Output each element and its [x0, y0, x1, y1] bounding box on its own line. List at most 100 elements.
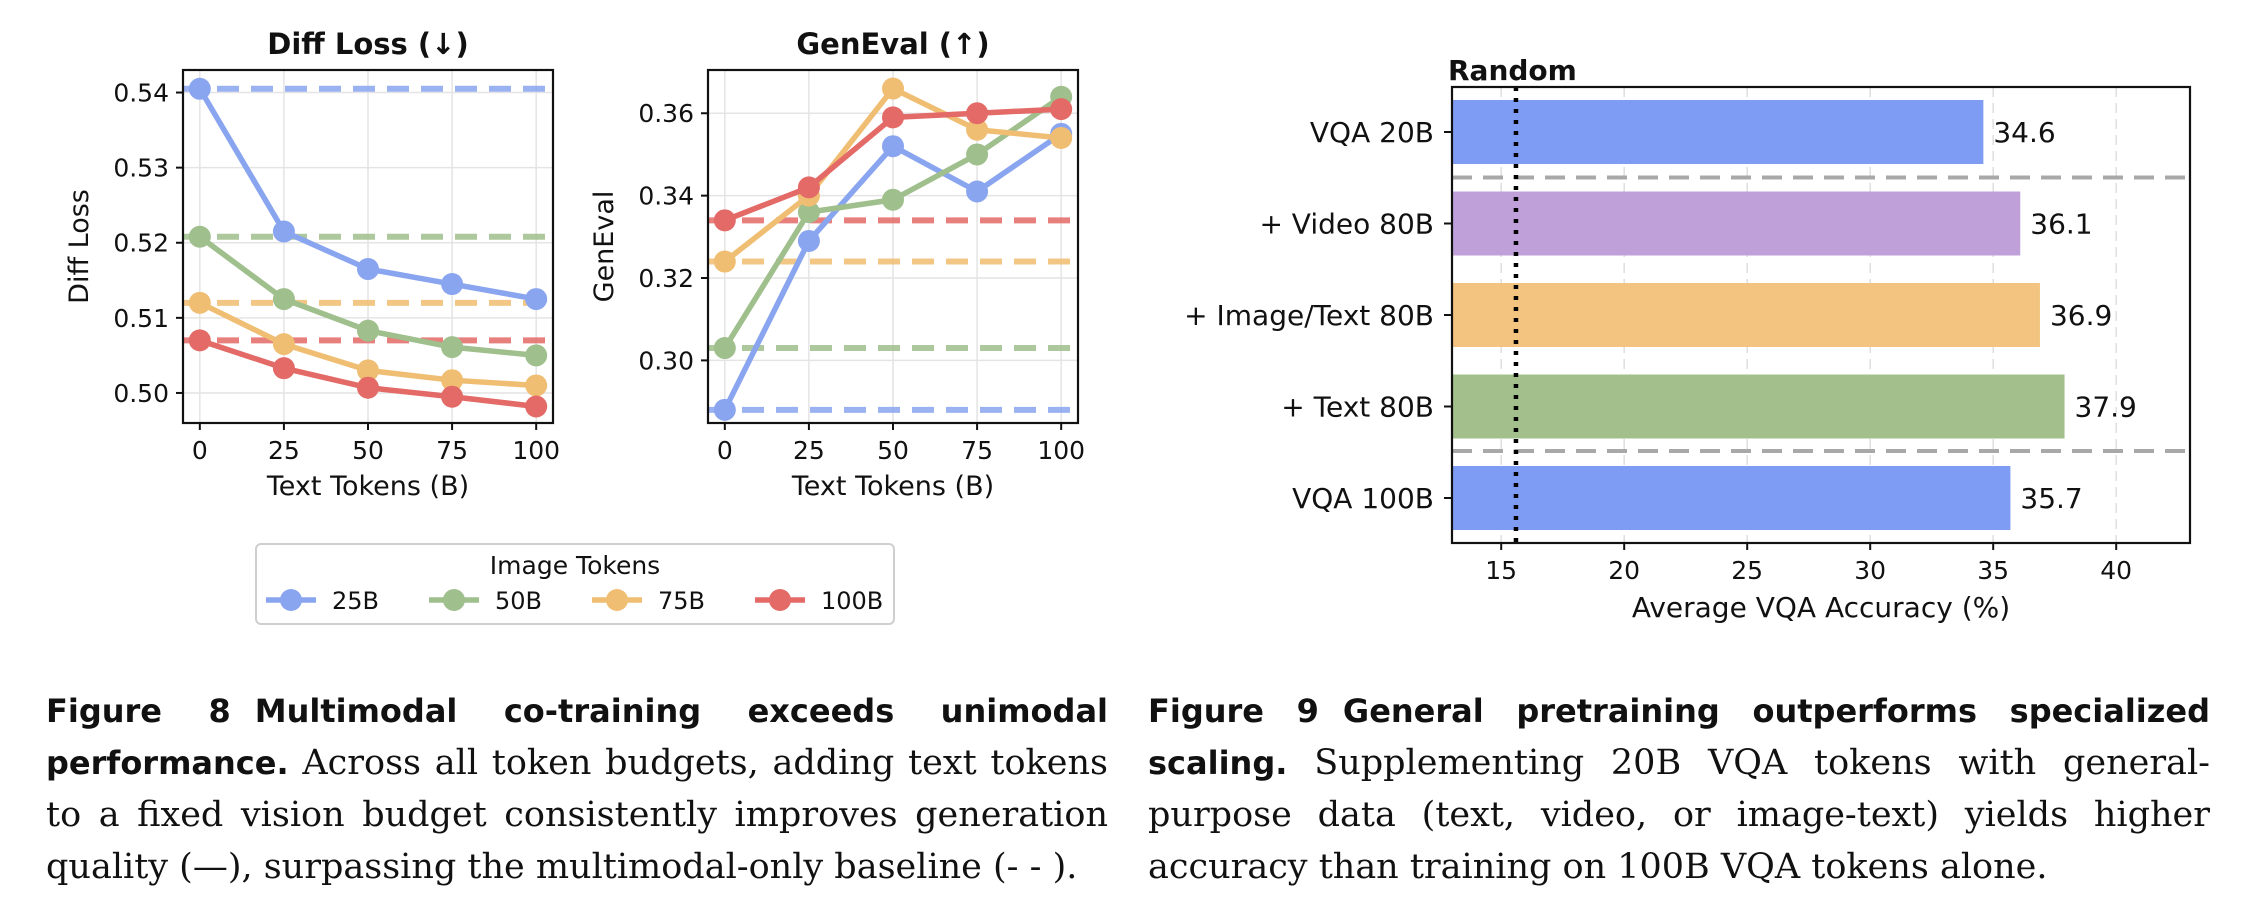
legend-marker-25B [280, 589, 302, 611]
diff-loss-xtick-label: 100 [512, 436, 560, 465]
diff-loss-ytick-label: 0.54 [113, 79, 169, 108]
vqa-category-label: + Video 80B [1259, 208, 1434, 241]
geneval-xtick-label: 25 [793, 436, 825, 465]
geneval-ytick-label: 0.30 [638, 346, 694, 375]
figure-9-caption: Figure 9 General pretraining outperforms … [1148, 685, 2210, 893]
legend-label-100B: 100B [821, 587, 883, 615]
figure-8-body: Across all token budgets, adding text to… [46, 743, 1108, 887]
geneval-point-50B [797, 201, 820, 224]
diff-loss-xtick-label: 50 [352, 436, 384, 465]
diff-loss-ytick-label: 0.50 [113, 379, 169, 408]
geneval-point-100B [882, 106, 904, 129]
vqa-accuracy-chart: 34.6 VQA 20B 36.1 + Video 80B 36.9 + Image/Te… [1184, 54, 2194, 624]
diff-loss-point-100B [525, 395, 548, 418]
legend-label-75B: 75B [658, 587, 705, 615]
vqa-random-label: Random [1448, 54, 1577, 87]
diff-loss-title: Diff Loss (↓) [267, 27, 468, 61]
geneval-point-50B [713, 337, 736, 360]
geneval-point-100B [1050, 98, 1073, 121]
legend-marker-100B [769, 589, 791, 611]
vqa-bar-3 [1452, 374, 2065, 439]
vqa-xtick-label: 25 [1731, 556, 1763, 585]
diff-loss-xtick-label: 0 [192, 436, 208, 465]
diff-loss-point-75B [272, 333, 295, 356]
geneval-xtick-label: 0 [717, 436, 733, 465]
vqa-xtick-label: 30 [1854, 556, 1886, 585]
geneval-xtick-label: 100 [1037, 436, 1085, 465]
diff-loss-point-100B [441, 385, 464, 408]
diff-loss-ylabel: Diff Loss [64, 189, 95, 304]
diff-loss-point-50B [188, 225, 211, 248]
figure-8-heading: Multimodal co-training exceeds unimodal … [46, 692, 1109, 782]
vqa-category-label: + Image/Text 80B [1184, 299, 1434, 332]
diff-loss-point-25B [441, 273, 464, 296]
geneval-ytick-label: 0.32 [638, 264, 694, 293]
geneval-point-100B [966, 102, 989, 125]
geneval-point-25B [966, 180, 989, 203]
diff-loss-point-50B [525, 344, 548, 367]
geneval-point-25B [713, 398, 736, 421]
figure-9-body: Supplementing 20B VQA tokens with genera… [1148, 743, 2210, 887]
diff-loss-point-50B [272, 288, 295, 311]
geneval-point-75B [1050, 126, 1073, 149]
figure-8-caption: Figure 8 Multimodal co-training exceeds u… [46, 685, 1108, 893]
geneval-point-50B [882, 188, 904, 211]
geneval-ytick-label: 0.36 [638, 99, 694, 128]
vqa-category-label: VQA 20B [1310, 116, 1434, 149]
vqa-xtick-label: 15 [1485, 556, 1517, 585]
figure-8-label: Figure 8 [46, 692, 231, 730]
vqa-value-label: 34.6 [1993, 116, 2055, 149]
geneval-point-75B [882, 77, 904, 100]
figure-canvas: 0 25 50 75 100 0.50 0.51 0.52 0.53 0.54 Diff Loss … [64, 27, 2194, 625]
diff-loss-xlabel: Text Tokens (B) [266, 471, 469, 502]
diff-loss-point-50B [357, 319, 379, 342]
diff-loss-ytick-label: 0.51 [113, 304, 169, 333]
vqa-bar-1 [1452, 191, 2021, 256]
diff-loss-point-25B [525, 288, 548, 311]
legend-title: Image Tokens [490, 551, 660, 580]
diff-loss-point-75B [525, 374, 548, 397]
diff-loss-point-25B [357, 258, 379, 281]
geneval-chart: 0 25 50 75 100 0.30 0.32 0.34 0.36 GenEval (↑) Tex… [589, 27, 1085, 502]
diff-loss-point-100B [188, 329, 211, 352]
vqa-xtick-label: 40 [2100, 556, 2132, 585]
vqa-bar-0 [1452, 100, 1984, 164]
legend-label-25B: 25B [332, 587, 379, 615]
geneval-xtick-label: 50 [877, 436, 909, 465]
image-tokens-legend: Image Tokens 25B 50B 75B 100B [255, 543, 895, 625]
diff-loss-xtick-label: 75 [436, 436, 468, 465]
vqa-bar-2 [1452, 283, 2040, 347]
vqa-value-label: 36.1 [2030, 208, 2092, 241]
diff-loss-point-75B [441, 369, 464, 392]
figure-9-label: Figure 9 [1148, 692, 1319, 730]
diff-loss-point-100B [357, 376, 379, 399]
geneval-point-25B [797, 229, 820, 252]
vqa-frame [1450, 85, 2192, 545]
geneval-xlabel: Text Tokens (B) [791, 471, 994, 502]
legend-marker-75B [606, 589, 628, 611]
geneval-point-25B [882, 135, 904, 158]
vqa-xtick-label: 35 [1977, 556, 2009, 585]
diff-loss-ytick-label: 0.52 [113, 229, 169, 258]
geneval-point-75B [966, 118, 989, 141]
figure-9-heading: General pretraining outperforms speciali… [1148, 692, 2211, 782]
diff-loss-point-25B [272, 220, 295, 243]
diff-loss-point-75B [188, 291, 211, 314]
diff-loss-point-25B [188, 77, 211, 100]
geneval-xtick-label: 75 [961, 436, 993, 465]
geneval-point-75B [713, 250, 736, 273]
diff-loss-point-75B [357, 359, 379, 382]
geneval-title: GenEval (↑) [796, 27, 989, 61]
vqa-value-label: 37.9 [2075, 391, 2137, 424]
vqa-category-label: + Text 80B [1281, 391, 1434, 424]
vqa-xtick-label: 20 [1608, 556, 1640, 585]
legend-label-50B: 50B [495, 587, 542, 615]
geneval-ytick-label: 0.34 [638, 182, 694, 211]
diff-loss-xtick-label: 25 [268, 436, 300, 465]
diff-loss-ytick-label: 0.53 [113, 154, 169, 183]
diff-loss-point-50B [441, 336, 464, 359]
legend-marker-50B [443, 589, 465, 611]
vqa-value-label: 36.9 [2050, 299, 2112, 332]
vqa-category-label: VQA 100B [1292, 482, 1434, 515]
legend-box [255, 543, 895, 625]
